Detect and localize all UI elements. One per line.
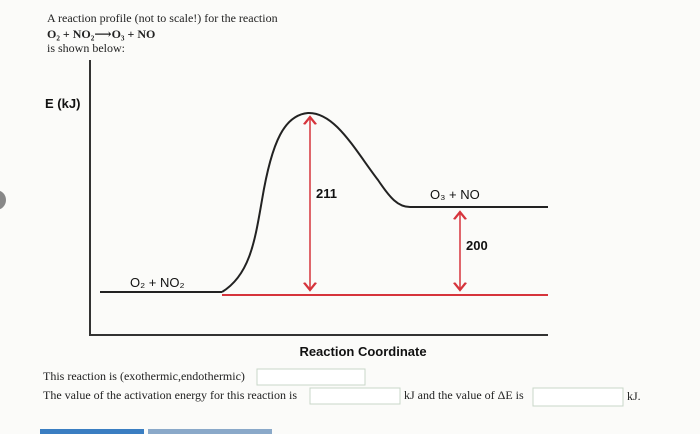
question-2-middle: kJ and the value of ΔE is xyxy=(404,388,524,402)
intro-text: A reaction profile (not to scale!) for t… xyxy=(47,11,278,25)
side-handle[interactable] xyxy=(0,190,6,210)
outro-text: is shown below: xyxy=(47,41,125,55)
answer-input[interactable] xyxy=(532,387,624,407)
reactants-label: O₂ + NO₂ xyxy=(130,275,185,290)
activation-label: 211 xyxy=(316,186,337,201)
button[interactable] xyxy=(148,429,272,434)
answer-input[interactable] xyxy=(256,368,366,386)
y-axis-label: E (kJ) xyxy=(45,96,80,111)
button[interactable] xyxy=(40,429,144,434)
question-1: This reaction is (exothermic,endothermic… xyxy=(43,369,245,383)
energy-curve xyxy=(221,111,548,293)
x-axis-label: Reaction Coordinate xyxy=(299,344,426,359)
question-2-end: kJ. xyxy=(627,389,641,403)
products-label: O₃ + NO xyxy=(430,187,480,202)
difference-label: 200 xyxy=(466,238,488,253)
equation-text: O₂ + NO₂⟶O₃ + NO xyxy=(47,27,155,41)
answer-input[interactable] xyxy=(309,387,401,405)
question-2-start: The value of the activation energy for t… xyxy=(43,388,297,402)
